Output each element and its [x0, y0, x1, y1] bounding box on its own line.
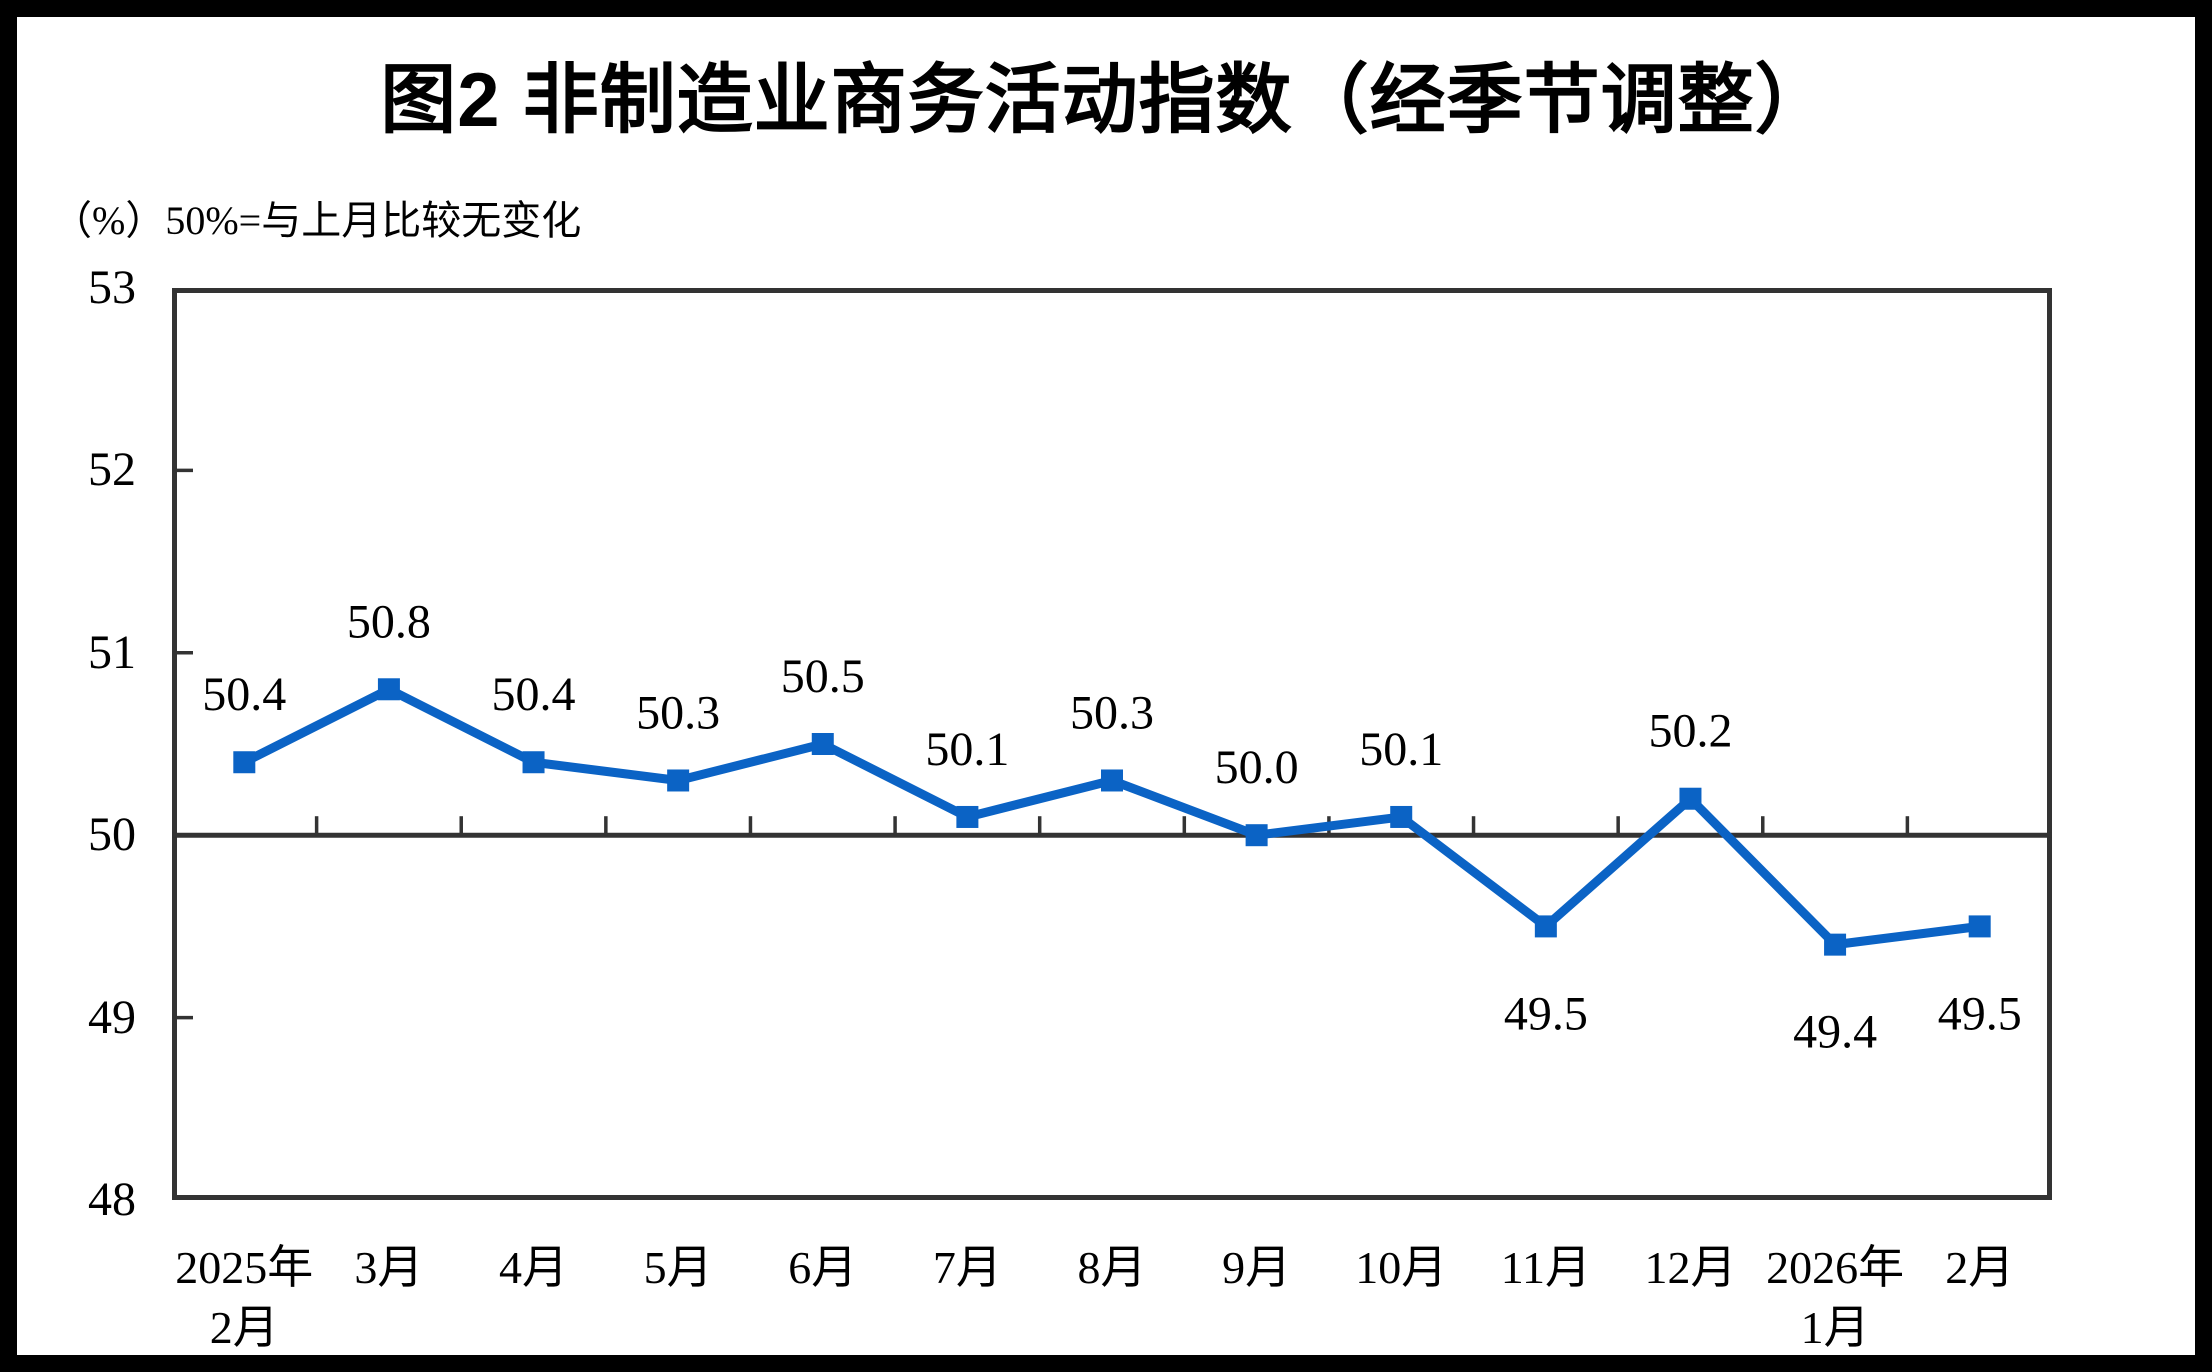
data-point-label: 50.3	[1070, 686, 1154, 739]
x-axis-tick-label: 3月	[297, 1238, 481, 1298]
data-point-marker	[1390, 805, 1413, 828]
x-axis-tick-label: 5月	[586, 1238, 770, 1298]
x-axis-tick-label-line: 9月	[1222, 1242, 1292, 1293]
x-axis-tick-label-line: 2026年	[1766, 1242, 1905, 1293]
plot-area: 50.4 50.8 50.4 50.3 50.5 50.1 50.3 50.0 50.1 49.5…	[172, 288, 2052, 1200]
x-axis-tick-label: 6月	[731, 1238, 915, 1298]
data-point-label: 50.3	[636, 686, 720, 739]
data-point-label: 50.0	[1215, 741, 1299, 794]
x-axis-tick-label-line: 1月	[1800, 1302, 1870, 1353]
x-axis-tick-label-line: 11月	[1500, 1242, 1591, 1293]
data-point-label: 49.4	[1793, 1006, 1877, 1059]
x-axis-tick-label: 11月	[1454, 1238, 1638, 1298]
x-axis-tick-label-line: 2025年	[175, 1242, 314, 1293]
x-axis-tick-label: 8月	[1020, 1238, 1204, 1298]
data-point-marker	[1534, 915, 1557, 938]
data-point-label: 50.4	[202, 668, 286, 721]
y-axis-tick-label: 51	[88, 625, 136, 679]
x-axis-tick-label-line: 5月	[643, 1242, 713, 1293]
x-axis-tick-label: 12月	[1598, 1238, 1782, 1298]
x-axis-tick-label: 9月	[1165, 1238, 1349, 1298]
data-point-marker	[1968, 915, 1991, 938]
x-axis-tick-label-line: 6月	[788, 1242, 858, 1293]
x-axis-tick-label: 2025年 2月	[152, 1238, 336, 1358]
x-axis-tick-label-line: 7月	[932, 1242, 1002, 1293]
x-axis-tick-label-line: 8月	[1077, 1242, 1147, 1293]
data-point-marker	[1679, 787, 1702, 810]
x-axis-tick-label-line: 4月	[499, 1242, 569, 1293]
data-point-label: 49.5	[1938, 987, 2022, 1040]
y-axis-unit-note: （%）50%=与上月比较无变化	[52, 198, 582, 243]
x-axis-tick-label: 4月	[442, 1238, 626, 1298]
chart-title: 图2 非制造业商务活动指数（经季节调整）	[380, 58, 1832, 143]
data-point-marker	[811, 733, 834, 755]
data-point-marker	[377, 678, 400, 701]
data-point-marker	[233, 751, 256, 774]
x-axis-tick-label-line: 10月	[1355, 1242, 1448, 1293]
data-point-marker	[1101, 769, 1123, 792]
x-axis-tick-label: 2月	[1888, 1238, 2072, 1298]
x-axis-tick-label-line: 2月	[1945, 1242, 2015, 1293]
x-axis-tick-label-line: 3月	[354, 1242, 424, 1293]
data-point-marker	[522, 751, 545, 774]
x-axis-tick-label: 10月	[1309, 1238, 1493, 1298]
data-point-marker	[667, 769, 690, 792]
y-axis-tick-label: 50	[88, 808, 136, 862]
y-axis-tick-label: 52	[88, 443, 136, 497]
x-axis-tick-label: 2026年 1月	[1743, 1238, 1927, 1358]
y-axis-tick-label: 48	[88, 1173, 136, 1226]
x-axis-tick-label-line: 12月	[1644, 1242, 1737, 1293]
data-point-label: 50.8	[347, 595, 431, 648]
data-point-label: 50.5	[781, 650, 865, 703]
data-point-label: 50.1	[1359, 723, 1443, 776]
x-axis-tick-label-line: 2月	[209, 1302, 279, 1353]
x-axis-tick-label: 7月	[875, 1238, 1059, 1298]
data-point-label: 50.1	[925, 723, 1009, 776]
data-point-label: 50.4	[492, 668, 576, 721]
data-point-marker	[1245, 824, 1268, 847]
y-axis-tick-label: 49	[88, 990, 136, 1044]
data-point-label: 49.5	[1504, 987, 1588, 1040]
data-point-label: 50.2	[1648, 705, 1732, 758]
y-axis-tick-label: 53	[88, 261, 136, 314]
plot-border	[172, 288, 2052, 1200]
data-point-marker	[1824, 933, 1847, 956]
data-point-marker	[956, 805, 979, 828]
